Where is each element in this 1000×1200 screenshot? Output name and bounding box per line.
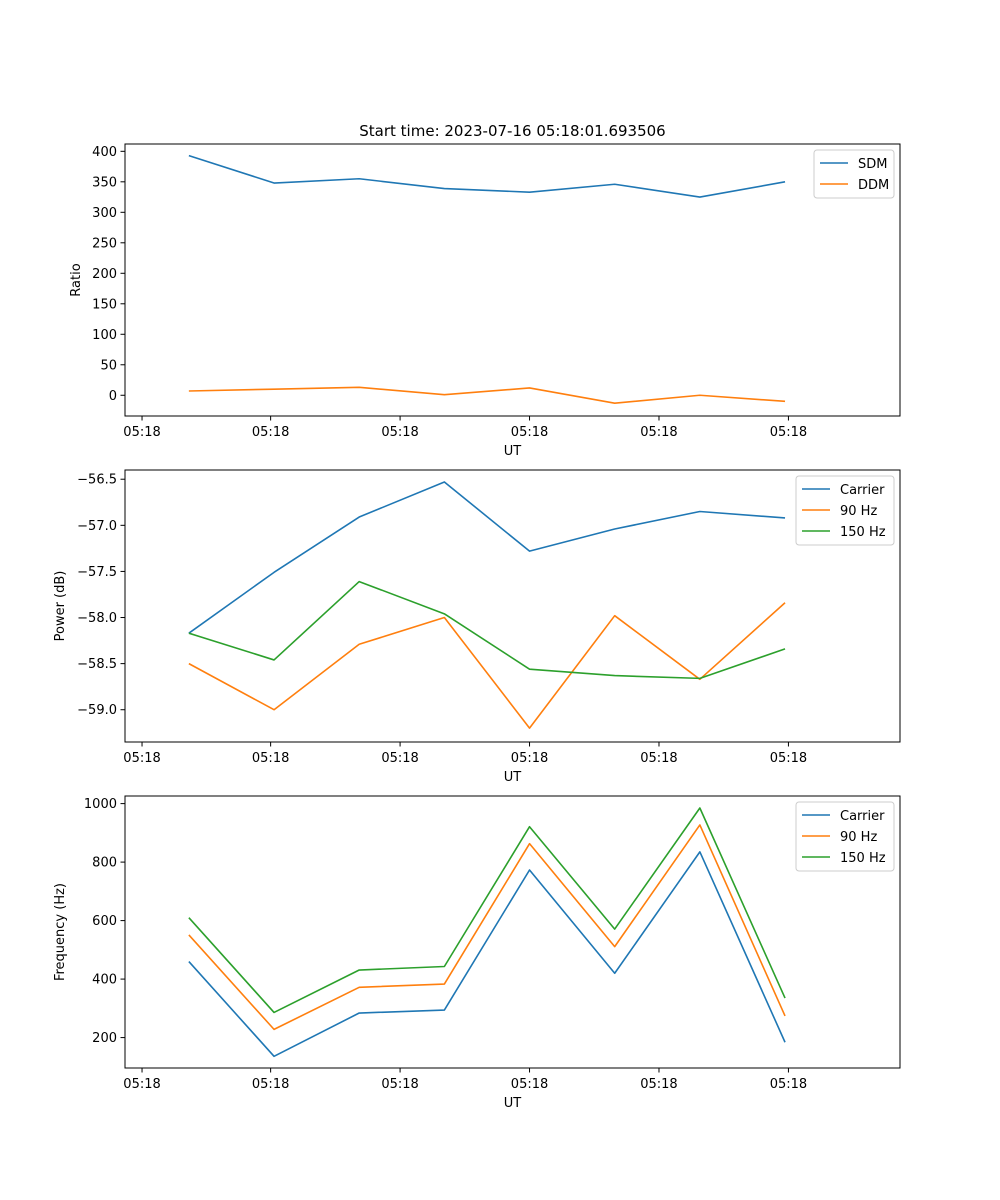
y-axis-label: Frequency (Hz) — [53, 883, 68, 981]
legend-entry-label: Carrier — [840, 483, 885, 498]
y-axis-label: Power (dB) — [53, 571, 68, 642]
figure-title: Start time: 2023-07-16 05:18:01.693506 — [359, 122, 665, 140]
series-line-carrier — [188, 851, 786, 1058]
y-axis-label: Ratio — [69, 263, 84, 296]
legend-entry-label: Carrier — [840, 809, 885, 824]
series-line-90-hz — [188, 824, 786, 1031]
legend: Carrier 90 Hz 150 Hz — [795, 475, 895, 546]
legend: SDM DDM — [813, 149, 895, 199]
x-tick-label: 05:18 — [770, 1077, 807, 1092]
x-tick-label: 05:18 — [252, 751, 289, 766]
series-line-ddm — [188, 386, 786, 404]
x-tick-label: 05:18 — [640, 751, 677, 766]
y-tick-label: 300 — [92, 206, 117, 221]
x-axis-label: UT — [504, 444, 522, 459]
x-axis-label: UT — [504, 770, 522, 785]
legend-box — [795, 475, 895, 546]
y-tick-label: 250 — [92, 236, 117, 251]
x-tick-label: 05:18 — [123, 751, 160, 766]
series-line-sdm — [188, 154, 786, 198]
y-tick-label: −58.5 — [77, 657, 117, 672]
y-tick-label: 0 — [109, 389, 117, 404]
ratio-panel: 05:18 05:18 05:18 05:18 05:18 05:18 0 50 100 150 2… — [69, 143, 901, 459]
y-tick-label: −56.5 — [77, 473, 117, 488]
y-tick-label: −58.0 — [77, 611, 117, 626]
x-tick-label: 05:18 — [252, 1077, 289, 1092]
y-tick-label: 400 — [92, 973, 117, 988]
y-tick-label: 800 — [92, 856, 117, 871]
y-tick-label: −59.0 — [77, 703, 117, 718]
y-tick-label: −57.5 — [77, 565, 117, 580]
axes-frame — [124, 143, 901, 417]
x-tick-label: 05:18 — [511, 751, 548, 766]
y-tick-label: 350 — [92, 175, 117, 190]
series-line-carrier — [188, 481, 786, 634]
legend-box — [795, 801, 895, 872]
y-tick-label: 100 — [92, 328, 117, 343]
legend-entry-label: DDM — [858, 178, 889, 193]
y-tick-label: 200 — [92, 267, 117, 282]
axes-frame — [124, 469, 901, 743]
series-line-90-hz — [188, 602, 786, 729]
x-tick-label: 05:18 — [640, 425, 677, 440]
y-tick-label: 50 — [100, 358, 117, 373]
y-tick-label: −57.0 — [77, 519, 117, 534]
x-tick-label: 05:18 — [381, 751, 418, 766]
legend-entry-label: 150 Hz — [840, 525, 886, 540]
series-line-150-hz — [188, 807, 786, 1014]
x-tick-label: 05:18 — [511, 425, 548, 440]
legend-box — [813, 149, 895, 199]
power-panel: 05:18 05:18 05:18 05:18 05:18 05:18 −59.0 −58.5… — [53, 469, 901, 785]
series-line-150-hz — [188, 580, 786, 680]
axes-frame — [124, 795, 901, 1069]
x-tick-label: 05:18 — [381, 425, 418, 440]
y-tick-label: 150 — [92, 297, 117, 312]
legend: Carrier 90 Hz 150 Hz — [795, 801, 895, 872]
x-tick-label: 05:18 — [640, 1077, 677, 1092]
legend-entry-label: SDM — [858, 157, 887, 172]
frequency-panel: 05:18 05:18 05:18 05:18 05:18 05:18 200 400 600 8… — [53, 795, 901, 1111]
y-tick-label: 200 — [92, 1031, 117, 1046]
x-tick-label: 05:18 — [123, 1077, 160, 1092]
legend-entry-label: 150 Hz — [840, 851, 886, 866]
x-tick-label: 05:18 — [770, 751, 807, 766]
y-tick-label: 1000 — [84, 797, 117, 812]
y-tick-label: 400 — [92, 145, 117, 160]
x-tick-label: 05:18 — [123, 425, 160, 440]
x-axis-label: UT — [504, 1096, 522, 1111]
x-tick-label: 05:18 — [252, 425, 289, 440]
x-tick-label: 05:18 — [511, 1077, 548, 1092]
legend-entry-label: 90 Hz — [840, 830, 877, 845]
x-tick-label: 05:18 — [381, 1077, 418, 1092]
legend-entry-label: 90 Hz — [840, 504, 877, 519]
y-tick-label: 600 — [92, 914, 117, 929]
x-tick-label: 05:18 — [770, 425, 807, 440]
